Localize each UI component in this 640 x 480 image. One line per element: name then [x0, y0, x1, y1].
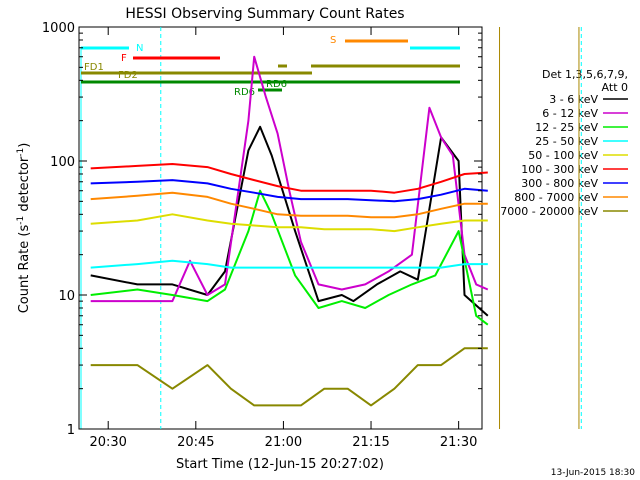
- series-line-1: [90, 55, 489, 303]
- flag-label-4: RD6: [234, 87, 255, 98]
- flag-label-5: RD6: [266, 79, 287, 90]
- y-axis-label: Count Rate (s-1 detector-1): [16, 143, 32, 314]
- series-line-8: [90, 347, 488, 407]
- plot-frame: [78, 26, 483, 430]
- y-tick-label-1: 10: [58, 289, 75, 304]
- legend-label-3: 25 - 50 keV: [535, 135, 598, 148]
- y-tick-label-3: 1000: [42, 21, 75, 36]
- x-tick-label-3: 21:15: [352, 435, 389, 450]
- y-axis-label-tail: detector: [17, 156, 32, 216]
- flag-label-6: S: [330, 35, 336, 46]
- x-tick-label-4: 21:30: [440, 435, 477, 450]
- legend-header-1: Att 0: [602, 81, 628, 94]
- legend-label-0: 3 - 6 keV: [549, 93, 598, 106]
- flag-label-1: F: [121, 53, 127, 64]
- y-axis-label-sup: -1: [16, 216, 26, 225]
- series-line-6: [90, 179, 488, 203]
- legend-label-1: 6 - 12 keV: [542, 107, 598, 120]
- x-axis-label: Start Time (12-Jun-15 20:27:02): [176, 457, 384, 472]
- series-line-7: [90, 191, 488, 219]
- y-tick-label-0: 1: [67, 423, 75, 438]
- axis-ticks: 1 10 100 1000 20:30 20:45 21:00 21:15 21:30: [42, 21, 482, 450]
- y-axis-label-sup2: -1: [16, 148, 26, 157]
- chart-title: HESSI Observing Summary Count Rates: [125, 6, 404, 22]
- flag-label-0: N: [136, 43, 143, 54]
- reference-lines: [80, 27, 582, 429]
- footer-date: 13-Jun-2015 18:30: [551, 468, 635, 478]
- x-tick-label-1: 20:45: [177, 435, 214, 450]
- legend-label-8: 7000 - 20000 keV: [500, 205, 598, 218]
- legend-label-6: 300 - 800 keV: [521, 177, 598, 190]
- legend-label-4: 50 - 100 keV: [528, 149, 598, 162]
- flag-label-2: FD1: [84, 62, 104, 73]
- y-axis-label-close: ): [17, 143, 32, 148]
- y-tick-label-2: 100: [50, 155, 75, 170]
- flag-label-3: FD2: [118, 70, 138, 81]
- series-line-5: [90, 163, 488, 194]
- y-axis-label-main: Count Rate (s: [17, 225, 32, 314]
- x-tick-label-2: 21:00: [265, 435, 302, 450]
- flag-bars: NF FD1 FD2 RD6 RD6 S: [81, 35, 460, 98]
- series-lines: [90, 55, 489, 407]
- legend-header-0: Det 1,3,5,6,7,9,: [542, 68, 628, 81]
- series-line-3: [90, 259, 488, 269]
- legend-label-2: 12 - 25 keV: [535, 121, 598, 134]
- legend-label-5: 100 - 300 keV: [521, 163, 598, 176]
- series-line-4: [90, 213, 488, 233]
- x-tick-label-0: 20:30: [89, 435, 126, 450]
- legend-label-7: 800 - 7000 keV: [514, 191, 598, 204]
